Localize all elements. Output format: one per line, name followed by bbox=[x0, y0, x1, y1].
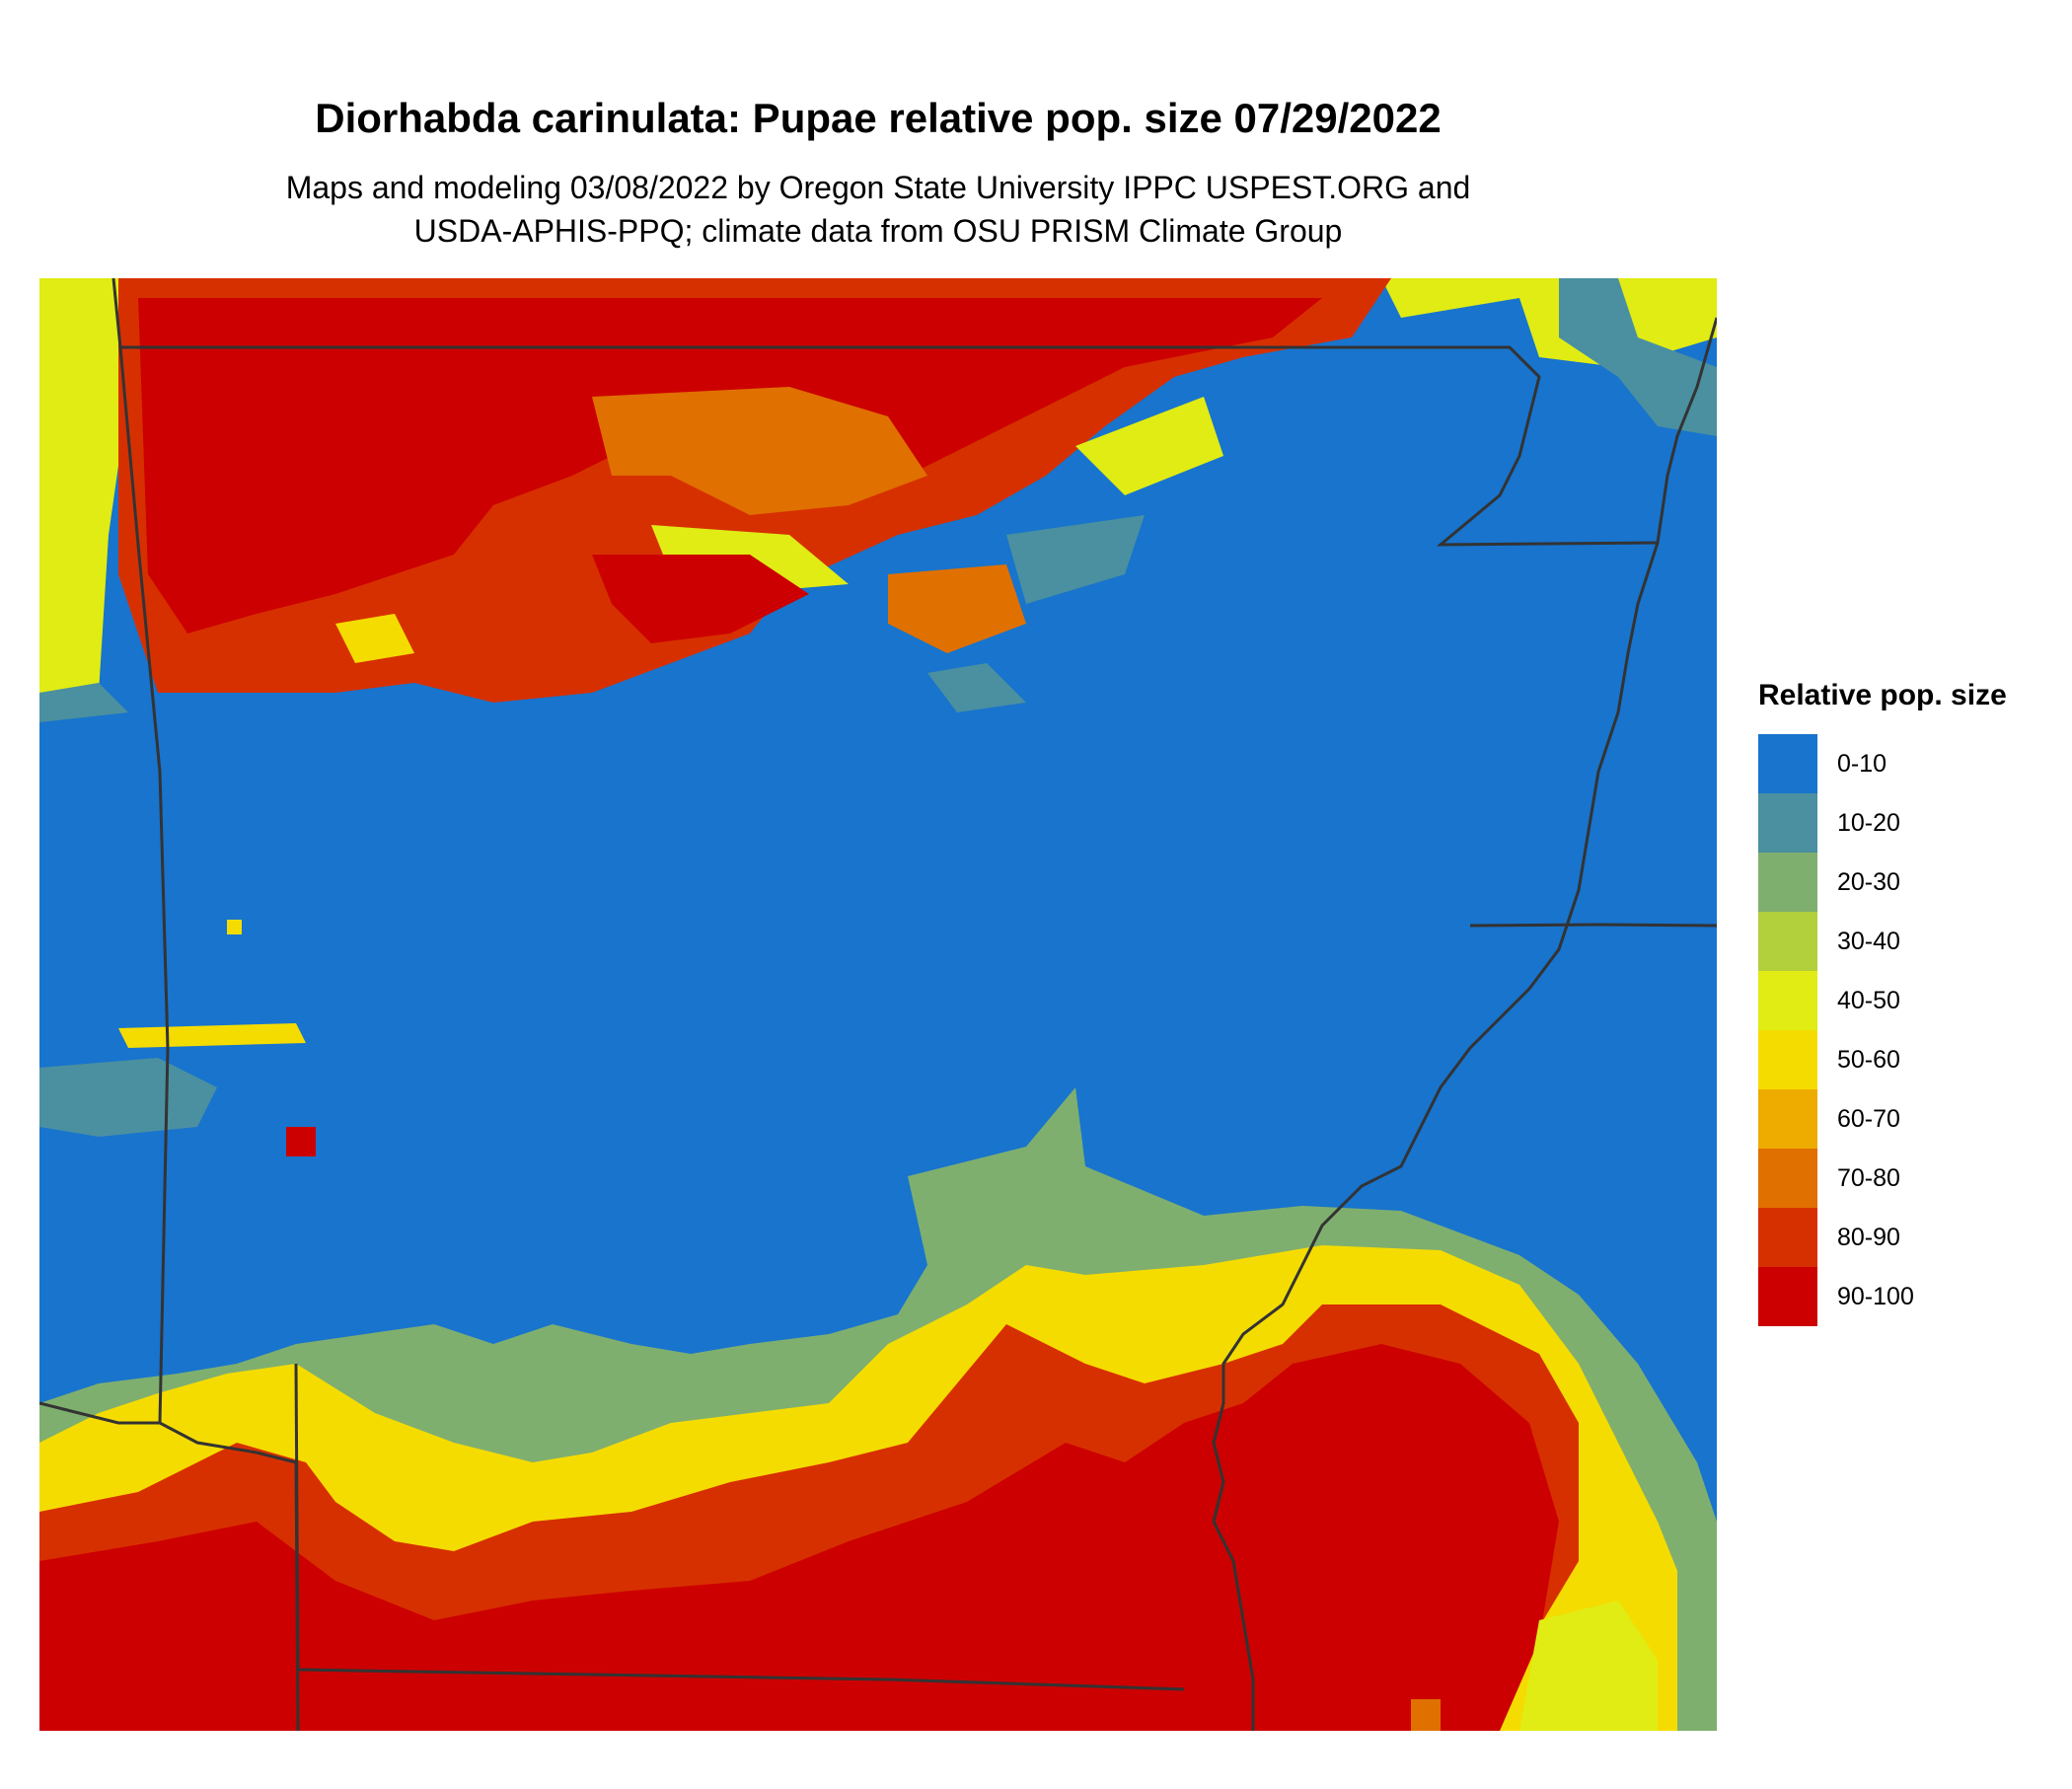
population-map bbox=[39, 278, 1717, 1731]
legend-label: 90-100 bbox=[1837, 1282, 1914, 1310]
legend-swatch bbox=[1758, 734, 1817, 793]
legend-label: 60-70 bbox=[1837, 1104, 1900, 1133]
legend-item: 30-40 bbox=[1758, 912, 2007, 971]
legend-swatch bbox=[1758, 1149, 1817, 1208]
legend-label: 30-40 bbox=[1837, 927, 1900, 955]
legend-item: 90-100 bbox=[1758, 1267, 2007, 1326]
east-state-line bbox=[1469, 923, 1717, 928]
subtitle-line-2: USDA-APHIS-PPQ; climate data from OSU PR… bbox=[413, 213, 1343, 249]
legend-swatch bbox=[1758, 912, 1817, 971]
legend-item: 60-70 bbox=[1758, 1089, 2007, 1149]
legend-items: 0-10 10-20 20-30 30-40 40-50 50-60 60-70 70-80 8… bbox=[1758, 734, 2007, 1326]
map-subtitle: Maps and modeling 03/08/2022 by Oregon S… bbox=[0, 166, 1756, 253]
legend-label: 40-50 bbox=[1837, 986, 1900, 1014]
legend-label: 80-90 bbox=[1837, 1223, 1900, 1251]
legend-swatch bbox=[1758, 853, 1817, 912]
legend-swatch bbox=[1758, 793, 1817, 853]
northern-state-line bbox=[120, 345, 1659, 547]
legend-label: 0-10 bbox=[1837, 749, 1887, 778]
legend-item: 50-60 bbox=[1758, 1030, 2007, 1089]
legend-swatch bbox=[1758, 1030, 1817, 1089]
legend-item: 70-80 bbox=[1758, 1149, 2007, 1208]
subtitle-line-1: Maps and modeling 03/08/2022 by Oregon S… bbox=[285, 170, 1471, 205]
southern-region bbox=[39, 1087, 1717, 1731]
mississippi-river bbox=[1212, 317, 1717, 1731]
northern-region bbox=[39, 278, 1717, 722]
legend-item: 10-20 bbox=[1758, 793, 2007, 853]
legend-item: 80-90 bbox=[1758, 1208, 2007, 1267]
legend-swatch bbox=[1758, 1089, 1817, 1149]
legend-label: 70-80 bbox=[1837, 1163, 1900, 1192]
legend-label: 50-60 bbox=[1837, 1045, 1900, 1074]
legend-title: Relative pop. size bbox=[1758, 679, 2007, 711]
legend-item: 40-50 bbox=[1758, 971, 2007, 1030]
legend-item: 20-30 bbox=[1758, 853, 2007, 912]
legend-swatch bbox=[1758, 1208, 1817, 1267]
legend-label: 10-20 bbox=[1837, 808, 1900, 837]
boundary-lines bbox=[39, 278, 1717, 1731]
western-state-line bbox=[111, 278, 170, 1424]
western-spots bbox=[39, 920, 316, 1156]
map-title: Diorhabda carinulata: Pupae relative pop… bbox=[315, 95, 1442, 141]
legend-label: 20-30 bbox=[1837, 867, 1900, 896]
map-legend: Relative pop. size 0-10 10-20 20-30 30-40 40… bbox=[1758, 679, 2007, 1326]
southwest-line bbox=[39, 1401, 300, 1731]
legend-item: 0-10 bbox=[1758, 734, 2007, 793]
legend-swatch bbox=[1758, 971, 1817, 1030]
legend-swatch bbox=[1758, 1267, 1817, 1326]
